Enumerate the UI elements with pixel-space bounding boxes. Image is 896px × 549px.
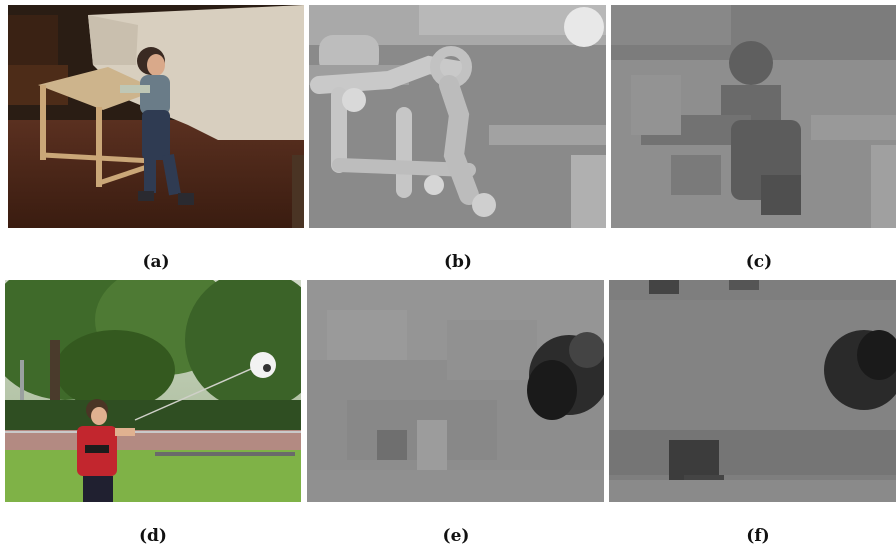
panel-e-map bbox=[307, 280, 604, 502]
grayscale-map-b bbox=[309, 5, 606, 228]
caption-d: (d) bbox=[139, 526, 167, 546]
caption-f: (f) bbox=[746, 526, 770, 546]
panel-f-map bbox=[609, 280, 896, 502]
grayscale-map-f bbox=[609, 280, 896, 502]
caption-b: (b) bbox=[444, 252, 472, 272]
park-photo bbox=[5, 280, 301, 502]
panel-c-map bbox=[611, 5, 896, 228]
caption-c: (c) bbox=[745, 252, 773, 272]
panel-b-map bbox=[309, 5, 606, 228]
caption-e: (e) bbox=[442, 526, 470, 546]
panel-d-image bbox=[5, 280, 301, 502]
grayscale-map-e bbox=[307, 280, 604, 502]
grayscale-map-c bbox=[611, 5, 896, 228]
toddler-photo bbox=[8, 5, 304, 228]
caption-a: (a) bbox=[142, 252, 170, 272]
panel-a-image bbox=[8, 5, 304, 228]
